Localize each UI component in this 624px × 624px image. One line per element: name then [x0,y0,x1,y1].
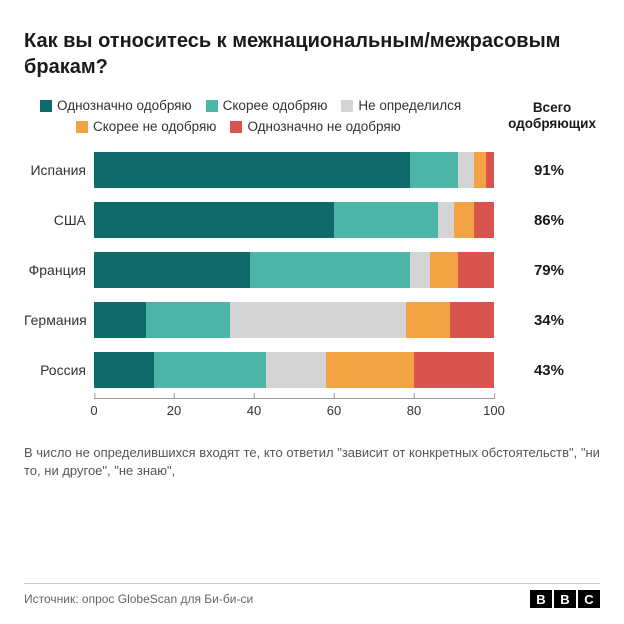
legend-swatch [341,100,353,112]
total-value: 91% [494,162,564,179]
bar-segment [266,352,326,388]
bar-segment [486,152,494,188]
bar-track [94,202,494,238]
bbc-logo-letter: B [554,590,576,608]
chart-row: Испания 91% [24,148,600,192]
chart-title: Как вы относитесь к межнациональным/межр… [24,28,600,80]
total-value: 43% [494,362,564,379]
total-header: Всего одобряющих [508,100,596,132]
bar-segment [94,202,334,238]
category-label: Франция [24,262,94,278]
bar-segment [334,202,438,238]
bar-segment [146,302,230,338]
x-tick: 20 [167,399,181,418]
legend-label: Однозначно одобряю [57,98,192,113]
legend-label: Скорее не одобряю [93,119,216,134]
bar-segment [154,352,266,388]
footer: Источник: опрос GlobeScan для Би-би-си B… [24,583,600,608]
legend-item: Не определился [341,98,461,113]
source-text: Источник: опрос GlobeScan для Би-би-си [24,592,253,606]
x-tick: 80 [407,399,421,418]
x-tick: 100 [483,399,505,418]
bar-segment [94,352,154,388]
bar-track [94,302,494,338]
chart-row: Германия 34% [24,298,600,342]
legend-swatch [76,121,88,133]
bar-track [94,252,494,288]
x-axis: 020406080100 [94,398,494,428]
bar-segment [414,352,494,388]
bar-segment [458,152,474,188]
bar-track [94,152,494,188]
legend-swatch [206,100,218,112]
bar-segment [430,252,458,288]
bar-segment [94,252,250,288]
category-label: США [24,212,94,228]
total-value: 34% [494,312,564,329]
bar-segment [474,152,486,188]
legend-item: Скорее не одобряю [76,119,216,134]
bar-segment [410,152,458,188]
legend-item: Скорее одобряю [206,98,328,113]
bbc-logo: B B C [530,590,600,608]
bar-segment [250,252,410,288]
bar-segment [474,202,494,238]
category-label: Россия [24,362,94,378]
legend-row-2: Скорее не одобряю Однозначно не одобряю [24,119,464,134]
legend-item: Однозначно не одобряю [230,119,400,134]
total-value: 79% [494,262,564,279]
legend-label: Скорее одобряю [223,98,328,113]
legend-swatch [230,121,242,133]
legend-swatch [40,100,52,112]
x-tick: 0 [90,399,97,418]
legend-label: Не определился [358,98,461,113]
chart-row: Россия 43% [24,348,600,392]
legend-item: Однозначно одобряю [40,98,192,113]
bbc-logo-letter: C [578,590,600,608]
x-tick: 60 [327,399,341,418]
bar-segment [450,302,494,338]
bar-track [94,352,494,388]
bar-segment [438,202,454,238]
bar-segment [94,302,146,338]
bar-segment [454,202,474,238]
total-value: 86% [494,212,564,229]
bar-segment [230,302,406,338]
category-label: Испания [24,162,94,178]
bbc-logo-letter: B [530,590,552,608]
bar-segment [326,352,414,388]
legend-row-1: Однозначно одобряю Скорее одобряю Не опр… [24,98,464,113]
chart-row: Франция 79% [24,248,600,292]
bar-segment [94,152,410,188]
legend-label: Однозначно не одобряю [247,119,400,134]
chart-area: Испания 91% США 86% Франция 79% Германия 34% Рос… [24,148,600,428]
category-label: Германия [24,312,94,328]
bar-segment [410,252,430,288]
bar-segment [406,302,450,338]
chart-row: США 86% [24,198,600,242]
x-tick: 40 [247,399,261,418]
footnote: В число не определившихся входят те, кто… [24,444,600,480]
bar-segment [458,252,494,288]
